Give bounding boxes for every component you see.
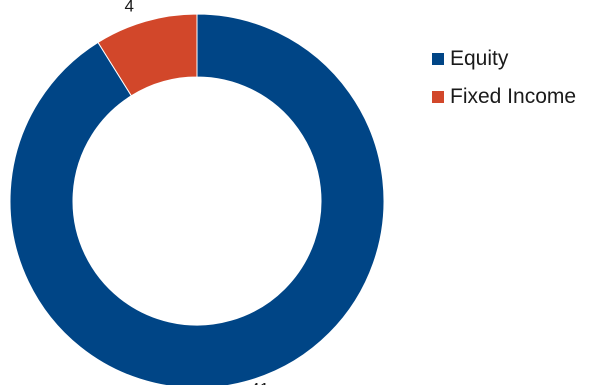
data-label-equity: 41	[250, 380, 269, 385]
legend-label-equity: Equity	[450, 47, 509, 70]
donut-slices	[9, 13, 385, 385]
legend: Equity Fixed Income	[432, 40, 576, 116]
data-labels: 4 41	[125, 0, 270, 385]
slice-equity	[9, 13, 385, 385]
legend-label-fixed-income: Fixed Income	[450, 85, 577, 108]
data-label-fixed-income: 4	[125, 0, 134, 16]
legend-item-equity: Equity	[432, 40, 576, 78]
legend-swatch-equity	[432, 53, 444, 65]
legend-item-fixed-income: Fixed Income	[432, 78, 576, 116]
legend-swatch-fixed-income	[432, 91, 444, 103]
